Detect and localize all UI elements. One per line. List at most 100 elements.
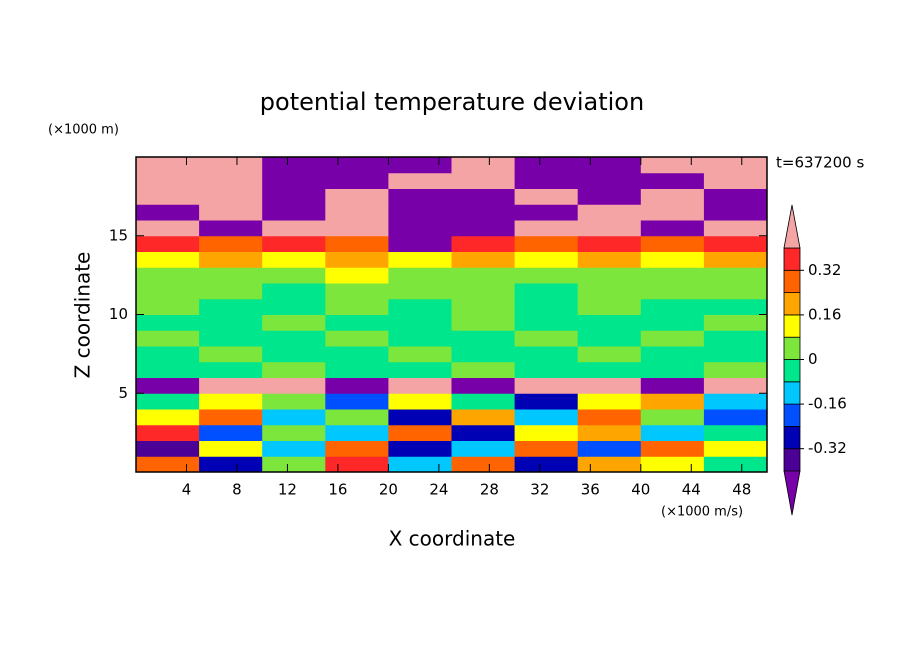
contour-cell — [703, 314, 768, 331]
contour-cell — [577, 424, 642, 441]
contour-cell — [325, 393, 389, 410]
contour-cell — [262, 157, 326, 174]
contour-cell — [577, 204, 642, 221]
contour-cell — [703, 440, 768, 457]
x-tick-label: 40 — [631, 481, 650, 499]
contour-cell — [640, 424, 705, 441]
contour-cell — [703, 235, 768, 252]
contour-cell — [640, 188, 705, 205]
contour-cell — [577, 393, 642, 410]
contour-cell — [388, 393, 452, 410]
x-tick-label: 4 — [182, 481, 192, 499]
contour-cell — [136, 456, 200, 473]
contour-cell — [514, 409, 579, 426]
contour-cell — [640, 346, 705, 363]
contour-cell — [451, 456, 516, 473]
contour-cell — [577, 251, 642, 268]
colorbar-box — [783, 314, 801, 338]
contour-cell — [577, 440, 642, 457]
contour-cell — [451, 220, 516, 237]
contour-cell — [388, 157, 452, 174]
contour-cell — [199, 314, 263, 331]
contour-cell — [451, 267, 516, 284]
contour-cell — [199, 235, 263, 252]
contour-cell — [514, 330, 579, 347]
contour-cell — [703, 220, 768, 237]
contour-cell — [136, 377, 200, 394]
contour-cell — [514, 346, 579, 363]
contour-cell — [199, 330, 263, 347]
contour-cell — [136, 361, 200, 378]
contour-cell — [514, 251, 579, 268]
contour-cell — [262, 377, 326, 394]
contour-cell — [136, 393, 200, 410]
contour-cell — [388, 267, 452, 284]
y-unit: (×1000 m) — [48, 123, 119, 138]
contour-cell — [640, 283, 705, 300]
x-tick-label: 48 — [732, 481, 751, 499]
contour-cell — [577, 314, 642, 331]
contour-cell — [451, 172, 516, 189]
contour-cell — [577, 267, 642, 284]
y-tick-label: 15 — [109, 226, 128, 244]
colorbar-tick-label: -0.32 — [808, 439, 847, 457]
contour-cell — [325, 361, 389, 378]
contour-cell — [199, 361, 263, 378]
contour-cell — [703, 283, 768, 300]
contour-cell — [514, 204, 579, 221]
contour-cell — [136, 440, 200, 457]
contour-cell — [514, 377, 579, 394]
contour-cell — [577, 409, 642, 426]
x-tick-label: 8 — [232, 481, 242, 499]
x-unit: (×1000 m/s) — [661, 505, 743, 520]
contour-cell — [136, 235, 200, 252]
contour-cell — [199, 456, 263, 473]
contour-cell — [640, 314, 705, 331]
contour-cell — [136, 204, 200, 221]
contour-cell — [703, 298, 768, 315]
contour-cell — [136, 424, 200, 441]
contour-cell — [451, 424, 516, 441]
contour-cell — [199, 188, 263, 205]
contour-cell — [199, 157, 263, 174]
contour-cell — [388, 172, 452, 189]
contour-cell — [514, 440, 579, 457]
contour-cell — [262, 440, 326, 457]
contour-cell — [514, 298, 579, 315]
time-annotation: t=637200 s — [776, 154, 864, 172]
x-tick-label: 32 — [530, 481, 549, 499]
contour-cell — [451, 157, 516, 174]
contour-cell — [577, 346, 642, 363]
contour-cell — [388, 346, 452, 363]
contour-cell — [262, 220, 326, 237]
colorbar-tick-label: 0.16 — [808, 305, 841, 323]
contour-cell — [640, 409, 705, 426]
contour-cell — [577, 377, 642, 394]
contour-cell — [640, 204, 705, 221]
contour-cell — [199, 409, 263, 426]
contour-cell — [514, 172, 579, 189]
contour-cell — [199, 283, 263, 300]
contour-cell — [640, 393, 705, 410]
contour-cell — [136, 314, 200, 331]
contour-cell — [640, 251, 705, 268]
contour-cell — [577, 330, 642, 347]
x-tick-label: 28 — [480, 481, 499, 499]
contour-cell — [388, 456, 452, 473]
contour-cell — [451, 314, 516, 331]
contour-cell — [136, 172, 200, 189]
contour-cell — [451, 377, 516, 394]
contour-cell — [262, 283, 326, 300]
contour-field — [136, 157, 768, 473]
contour-cell — [136, 188, 200, 205]
contour-cell — [703, 409, 768, 426]
contour-cell — [640, 157, 705, 174]
colorbar-box — [783, 425, 801, 450]
x-tick-label: 44 — [682, 481, 701, 499]
contour-cell — [325, 314, 389, 331]
contour-cell — [325, 298, 389, 315]
contour-cell — [640, 456, 705, 473]
contour-cell — [577, 188, 642, 205]
